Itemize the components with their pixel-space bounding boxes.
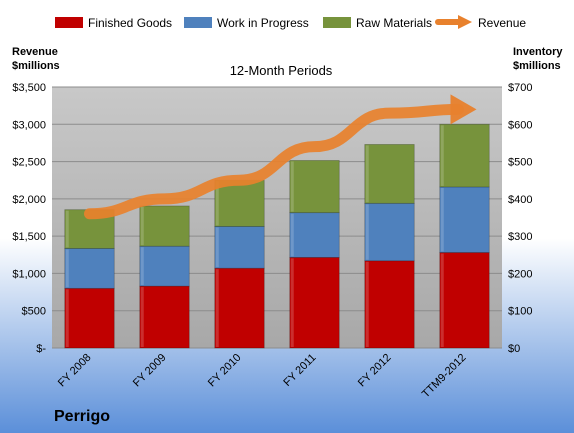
revenue-line-layer xyxy=(84,94,477,220)
bar-raw-materials xyxy=(139,205,190,247)
right-tick-label: $700 xyxy=(508,82,532,94)
right-axis-ticks: $0 $100 $200 $300 $400 $500 $600 $700 xyxy=(508,82,532,355)
bar-finished-goods xyxy=(439,252,490,349)
revenue-line xyxy=(84,103,464,220)
right-axis-title-line1: Inventory xyxy=(513,46,563,58)
right-tick-label: $300 xyxy=(508,231,532,243)
legend-swatch-raw-materials xyxy=(323,17,351,28)
bar-highlight xyxy=(290,258,294,347)
legend-label-finished-goods: Finished Goods xyxy=(88,16,172,30)
bar-highlight xyxy=(365,145,369,203)
legend-label-work-in-progress: Work in Progress xyxy=(217,16,309,30)
bar-highlight xyxy=(290,161,294,212)
revenue-arrowhead xyxy=(450,94,477,125)
legend-label-revenue: Revenue xyxy=(478,16,526,30)
bar-raw-materials xyxy=(214,179,265,227)
bars xyxy=(64,123,490,349)
chart-subtitle: 12-Month Periods xyxy=(230,63,333,78)
bar-highlight xyxy=(440,187,444,252)
left-tick-label: $1,000 xyxy=(12,268,46,280)
left-tick-label: $3,000 xyxy=(12,119,46,131)
bar-raw-materials xyxy=(439,123,490,188)
legend-swatch-revenue xyxy=(435,15,472,29)
left-tick-label: $500 xyxy=(22,306,46,318)
right-tick-label: $400 xyxy=(508,194,532,206)
bar-finished-goods xyxy=(139,285,190,349)
bar-highlight xyxy=(215,227,219,268)
right-tick-label: $200 xyxy=(508,268,532,280)
bar-work-in-progress xyxy=(64,248,115,289)
plot-area xyxy=(52,87,502,348)
bar-work-in-progress xyxy=(439,186,490,253)
left-axis-title-line1: Revenue xyxy=(12,46,58,58)
bar-raw-materials xyxy=(289,160,340,214)
legend-label-raw-materials: Raw Materials xyxy=(356,16,432,30)
bar-work-in-progress xyxy=(214,226,265,269)
bar-highlight xyxy=(440,253,444,347)
bar-work-in-progress xyxy=(139,245,190,287)
left-tick-label: $- xyxy=(36,343,46,355)
right-tick-label: $600 xyxy=(508,119,532,131)
bar-work-in-progress xyxy=(364,202,415,262)
left-tick-label: $1,500 xyxy=(12,231,46,243)
bar-finished-goods xyxy=(64,287,115,349)
legend: Finished Goods Work in Progress Raw Mate… xyxy=(55,15,526,30)
bar-finished-goods xyxy=(364,260,415,349)
bar-highlight xyxy=(65,210,69,248)
left-axis-title-line2: $millions xyxy=(12,60,60,72)
legend-swatch-work-in-progress xyxy=(184,17,212,28)
bar-highlight xyxy=(290,213,294,257)
bar-highlight xyxy=(65,249,69,288)
company-name: Perrigo xyxy=(54,408,110,425)
bar-raw-materials xyxy=(364,144,415,204)
bar-highlight xyxy=(65,289,69,347)
bar-finished-goods xyxy=(289,256,340,349)
bar-finished-goods xyxy=(214,267,265,349)
left-tick-label: $2,500 xyxy=(12,157,46,169)
bar-highlight xyxy=(140,247,144,286)
bar-work-in-progress xyxy=(289,212,340,258)
bar-highlight xyxy=(140,206,144,246)
bar-highlight xyxy=(215,181,219,226)
left-axis-ticks: $- $500 $1,000 $1,500 $2,000 $2,500 $3,000 $3,5… xyxy=(12,82,46,355)
left-tick-label: $2,000 xyxy=(12,194,46,206)
bar-highlight xyxy=(365,261,369,347)
right-tick-label: $0 xyxy=(508,343,520,355)
bar-highlight xyxy=(365,204,369,260)
legend-swatch-finished-goods xyxy=(55,17,83,28)
right-tick-label: $500 xyxy=(508,157,532,169)
bar-highlight xyxy=(215,269,219,347)
bar-highlight xyxy=(440,125,444,186)
right-axis-title-line2: $millions xyxy=(513,60,561,72)
right-tick-label: $100 xyxy=(508,306,532,318)
bar-highlight xyxy=(140,287,144,347)
left-tick-label: $3,500 xyxy=(12,82,46,94)
